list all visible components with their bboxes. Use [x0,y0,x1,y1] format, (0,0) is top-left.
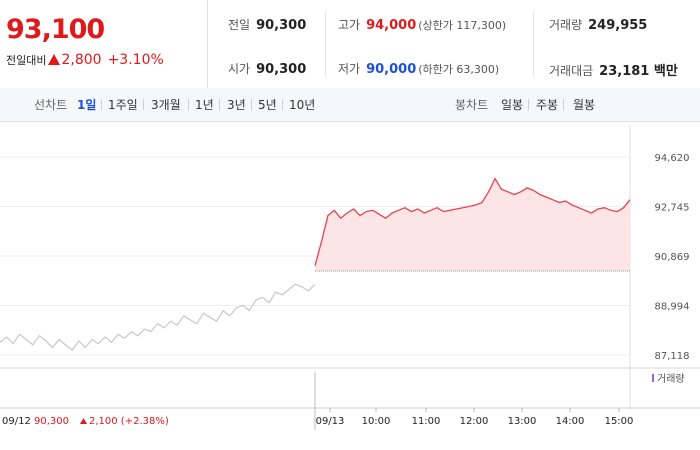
quote-summary: 93,100 전일대비 2,800 +3.10% 전일 90,300 시가 90,300… [0,0,700,89]
tab-10y[interactable]: 10년 [289,98,316,112]
stat-high: 고가 94,000 (상한가 117,300) [338,16,506,33]
low-value: 90,000 [366,62,417,77]
prev-day-change: 2,100 (+2.38%) [89,416,169,427]
x-tick-label: 14:00 [556,416,585,427]
price-box: 93,100 전일대비 2,800 +3.10% [0,0,208,88]
x-axis: 09/12 90,300 2,100 (+2.38%) 09/13 10:00 11:… [2,408,633,430]
high-label: 고가 [338,18,361,32]
stat-low: 저가 90,000 (하한가 63,300) [338,60,499,77]
y-tick-label: 88,994 [655,301,690,312]
prev-day-info: 09/12 90,300 [2,416,69,427]
tab-divider [528,99,529,110]
tab-divider [101,99,102,110]
stat-prev-close: 전일 90,300 [228,16,306,33]
volume-legend-swatch [652,374,654,382]
x-tick-label: 12:00 [460,416,489,427]
upper-limit: (상한가 117,300) [418,19,507,32]
volume-panel: 거래량 [314,372,685,408]
divider [533,10,534,78]
tab-3m[interactable]: 3개월 [151,98,181,112]
stat-amount: 거래대금 23,181 백만 [549,60,678,79]
tab-weekly-candle[interactable]: 주봉 [536,98,559,112]
lower-limit: (하한가 63,300) [418,63,500,76]
low-label: 저가 [338,62,361,76]
tab-3y[interactable]: 3년 [227,98,246,112]
amount-label: 거래대금 [549,64,594,78]
tab-divider [188,99,189,110]
y-tick-label: 90,869 [655,252,690,263]
tab-monthly-candle[interactable]: 월봉 [573,98,596,112]
prev-close-value: 90,300 [256,18,307,33]
line-chart-label: 선차트 [34,98,68,112]
prev-day-line [0,283,316,352]
tab-divider [282,99,283,110]
change-label: 전일대비 [6,54,47,67]
y-axis: 94,620 92,745 90,869 88,994 87,118 [655,153,690,362]
x-tick-label: 11:00 [412,416,441,427]
candle-chart-label: 봉차트 [455,98,489,112]
tab-divider [143,99,144,110]
tab-5y[interactable]: 5년 [258,98,277,112]
divider [325,10,326,78]
y-tick-label: 87,118 [655,351,690,362]
high-value: 94,000 [366,18,417,33]
volume-label: 거래량 [657,373,685,385]
open-label: 시가 [228,62,251,76]
grid [0,125,700,410]
x-tick-label: 15:00 [605,416,634,427]
current-price: 93,100 [6,14,105,45]
up-triangle-icon [48,54,61,65]
up-triangle-icon [80,418,87,424]
chart-tabs: 선차트 1일 1주일 3개월 1년 3년 5년 10년 봉차트 일봉 주봉 월봉 [0,88,700,122]
stat-open: 시가 90,300 [228,60,306,77]
amount-value: 23,181 백만 [599,64,678,79]
volume-value: 249,955 [588,18,648,33]
tab-daily-candle[interactable]: 일봉 [501,98,524,112]
y-tick-label: 92,745 [655,202,690,213]
today-price-line [314,177,631,266]
x-tick-label: 10:00 [362,416,391,427]
tab-divider [219,99,220,110]
tab-divider [251,99,252,110]
change-percent: +3.10% [107,52,164,68]
stat-volume: 거래량 249,955 [549,16,647,33]
open-value: 90,300 [256,62,307,77]
tab-1w[interactable]: 1주일 [108,98,138,112]
tab-1y[interactable]: 1년 [195,98,214,112]
tab-divider [563,99,564,110]
change-line: 전일대비 2,800 +3.10% [6,52,164,68]
prev-close-label: 전일 [228,18,251,32]
today-area-fill [315,178,630,272]
x-tick-label: 09/13 [316,416,345,427]
volume-label: 거래량 [549,18,583,32]
change-amount: 2,800 [61,52,102,68]
x-tick-label: 13:00 [508,416,537,427]
y-tick-label: 94,620 [655,153,690,164]
tab-1d[interactable]: 1일 [77,98,97,112]
